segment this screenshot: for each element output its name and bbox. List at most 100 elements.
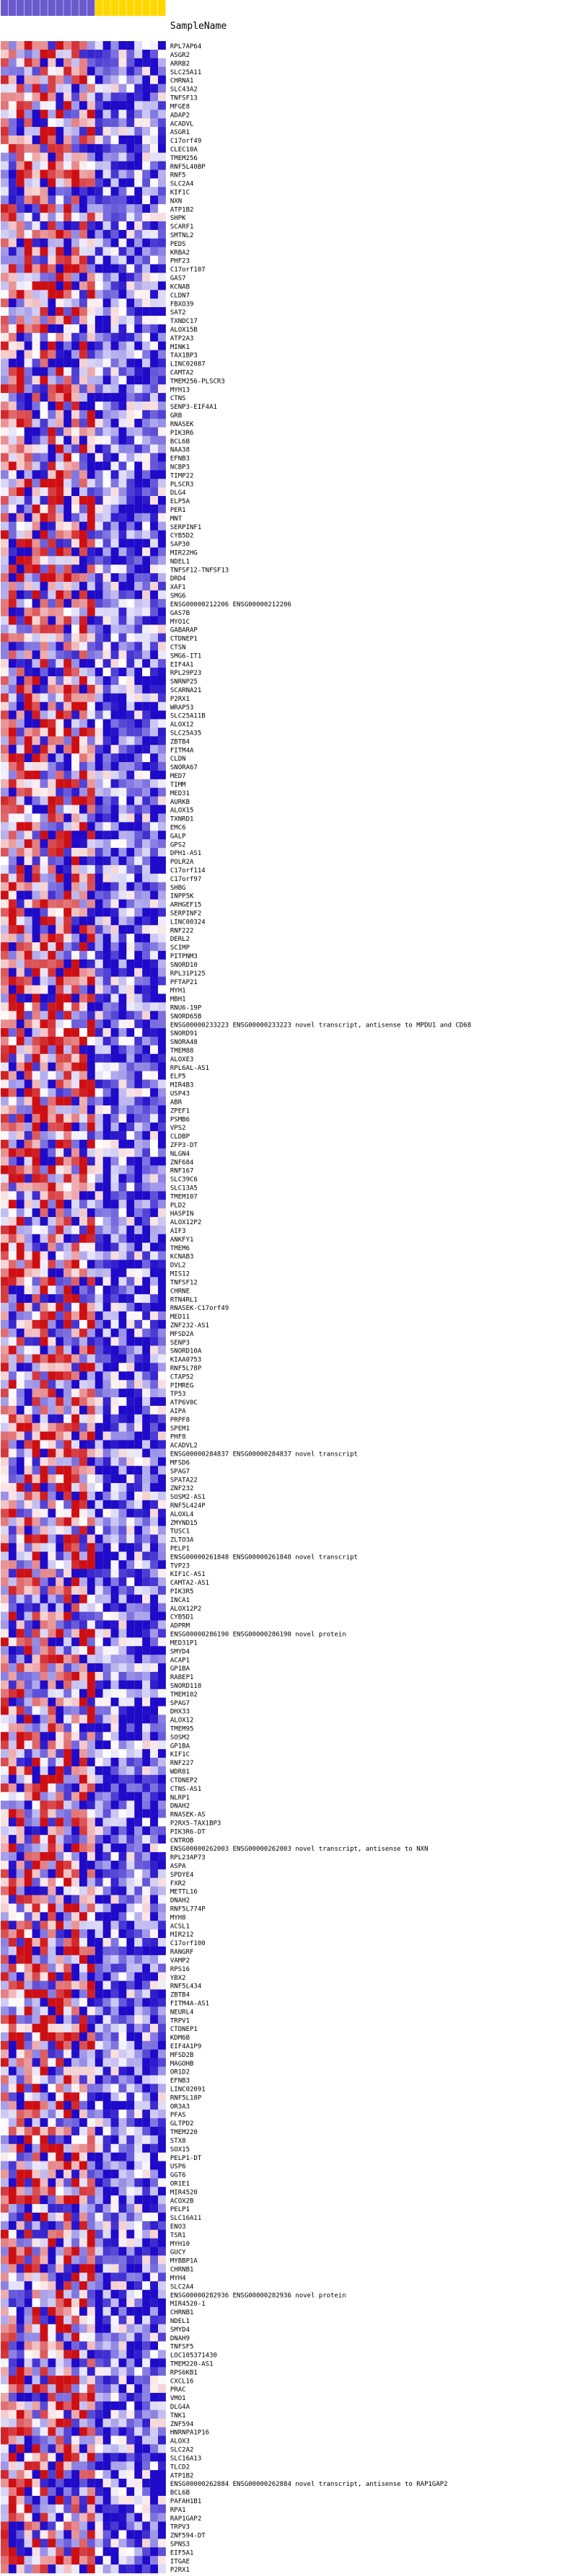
heatmap-cell (95, 495, 103, 505)
heatmap-cell (134, 1611, 143, 1621)
heatmap-cell (110, 1671, 119, 1681)
heatmap-cell (118, 298, 127, 308)
heatmap-cell (95, 1148, 103, 1157)
heatmap-cell (48, 573, 56, 583)
heatmap-cell (16, 101, 25, 110)
heatmap-cell (71, 513, 79, 522)
heatmap-cell (150, 753, 158, 763)
heatmap-cell (16, 598, 25, 608)
heatmap-cell (95, 1594, 103, 1604)
heatmap-cell (32, 1319, 40, 1329)
heatmap-cell (48, 1594, 56, 1604)
heatmap-cell (158, 402, 166, 411)
heatmap-cell (158, 530, 166, 539)
heatmap-cell (102, 461, 111, 471)
heatmap-cell (1, 1294, 9, 1304)
heatmap-cell (158, 1260, 166, 1269)
heatmap-cell (102, 1706, 111, 1715)
heatmap-cell (150, 1028, 158, 1037)
heatmap-cell (87, 84, 95, 93)
heatmap-cell (142, 41, 151, 50)
heatmap-cell (118, 1466, 127, 1475)
heatmap-cell (95, 1466, 103, 1475)
heatmap-cell (24, 84, 32, 93)
heatmap-cell (150, 1088, 158, 1097)
heatmap-cell (95, 950, 103, 960)
heatmap-cell (142, 1980, 151, 1990)
heatmap-cell (63, 1508, 72, 1518)
heatmap-cell (134, 1200, 143, 1209)
heatmap-cell (87, 1560, 95, 1570)
heatmap-cell (102, 495, 111, 505)
heatmap-cell (24, 1303, 32, 1312)
heatmap-cell (48, 813, 56, 823)
heatmap-cell (16, 367, 25, 376)
heatmap-cell (110, 307, 119, 317)
heatmap-cell (110, 668, 119, 677)
heatmap-cell (134, 418, 143, 428)
heatmap-cell (142, 1053, 151, 1063)
heatmap-cell (63, 1285, 72, 1295)
heatmap-cell (142, 1114, 151, 1123)
heatmap-cell (142, 1697, 151, 1707)
heatmap-cell (126, 1663, 135, 1673)
heatmap-cell (110, 1946, 119, 1956)
heatmap-cell (102, 1062, 111, 1071)
heatmap-cell (32, 1285, 40, 1295)
heatmap-cell (24, 1397, 32, 1407)
heatmap-cell (102, 624, 111, 634)
heatmap-cell (48, 1380, 56, 1389)
heatmap-cell (40, 1225, 48, 1235)
heatmap-cell (56, 1783, 64, 1792)
heatmap-cell (8, 273, 17, 282)
heatmap-cell (24, 882, 32, 891)
heatmap-cell (24, 1208, 32, 1218)
heatmap-cell (158, 573, 166, 583)
heatmap-cell (150, 899, 158, 908)
heatmap-cell (150, 495, 158, 505)
heatmap-cell (134, 607, 143, 616)
heatmap-cell (79, 238, 87, 248)
heatmap-cell (79, 324, 87, 334)
heatmap-cell (63, 1208, 72, 1218)
heatmap-cell (110, 1680, 119, 1690)
heatmap-cell (118, 1319, 127, 1329)
heatmap-cell (48, 479, 56, 488)
heatmap-cell (63, 169, 72, 179)
heatmap-cell (126, 58, 135, 68)
heatmap-cell (126, 307, 135, 317)
heatmap-cell (126, 727, 135, 737)
heatmap-cell (134, 890, 143, 900)
heatmap-cell (48, 839, 56, 849)
heatmap-cell (16, 779, 25, 789)
heatmap-cell (118, 1431, 127, 1440)
heatmap-cell (16, 255, 25, 265)
heatmap-cell (79, 1826, 87, 1836)
heatmap-cell (79, 1303, 87, 1312)
heatmap-cell (142, 135, 151, 145)
heatmap-cell (134, 307, 143, 317)
heatmap-cell (71, 221, 79, 231)
heatmap-cell (1, 2058, 9, 2067)
heatmap-cell (32, 890, 40, 900)
heatmap-cell (24, 1174, 32, 1183)
heatmap-cell (102, 1603, 111, 1612)
heatmap-cell (24, 1431, 32, 1440)
heatmap-cell (48, 864, 56, 875)
heatmap-cell (150, 1629, 158, 1638)
heatmap-cell (16, 762, 25, 771)
heatmap-cell (56, 1517, 64, 1526)
heatmap-cell (126, 1543, 135, 1552)
heatmap-cell (110, 1585, 119, 1595)
heatmap-cell (87, 273, 95, 282)
heatmap-cell (150, 796, 158, 805)
heatmap-cell (1, 461, 9, 471)
heatmap-cell (158, 1835, 166, 1844)
heatmap-cell (32, 1251, 40, 1260)
heatmap-cell (142, 942, 151, 952)
heatmap-cell (102, 1045, 111, 1055)
heatmap-cell (142, 976, 151, 986)
heatmap-cell (16, 1629, 25, 1638)
heatmap-cell (87, 650, 95, 660)
heatmap-cell (79, 1191, 87, 1200)
